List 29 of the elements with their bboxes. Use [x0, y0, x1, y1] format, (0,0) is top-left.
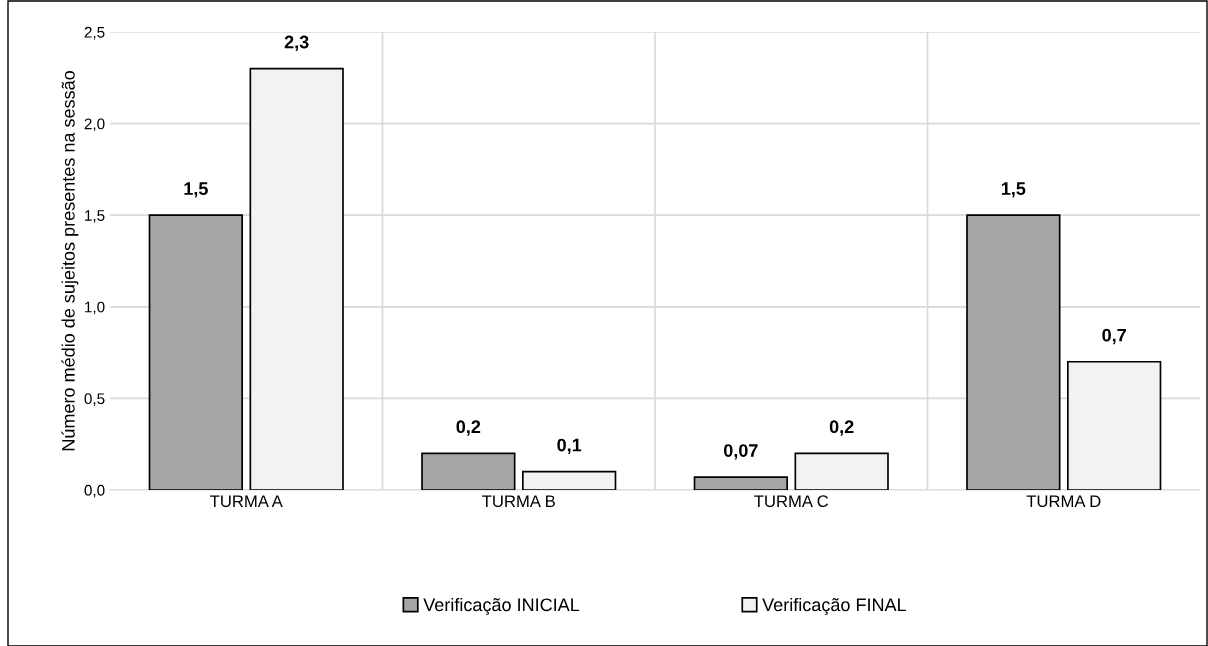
y-tick-label: 2,5 [84, 26, 105, 40]
data-label: 0,7 [1102, 328, 1126, 345]
data-label: 1,5 [1001, 182, 1026, 198]
bar [693, 476, 788, 490]
legend-label: Verificação INICIAL [423, 597, 580, 615]
y-axis-title: Número médio de sujeitos presentes na sessão [61, 71, 79, 451]
data-label: 0,2 [456, 420, 481, 436]
x-tick-label: TURMA C [754, 495, 829, 508]
data-label: 0,1 [557, 438, 582, 455]
bar [966, 214, 1061, 490]
x-tick-label: TURMA B [482, 495, 555, 508]
y-tick-label: 0,0 [84, 484, 105, 498]
bar [249, 67, 344, 490]
y-tick-label: 1,0 [85, 301, 105, 315]
data-label: 0,2 [829, 420, 854, 436]
y-tick-label: 2,0 [84, 118, 105, 132]
data-label: 0,07 [723, 444, 758, 460]
bar [1067, 360, 1162, 490]
y-tick-label: 1,5 [85, 210, 105, 223]
x-tick-label: TURMA D [1026, 495, 1101, 508]
data-label: 2,3 [284, 35, 309, 52]
bar [421, 452, 516, 490]
data-label: 1,5 [184, 182, 208, 198]
bar [148, 214, 243, 490]
legend-label: Verificação FINAL [762, 597, 907, 615]
y-tick-label: 0,5 [84, 393, 105, 406]
bar [522, 470, 617, 490]
bar [794, 452, 889, 490]
x-tick-label: TURMA A [210, 495, 283, 508]
